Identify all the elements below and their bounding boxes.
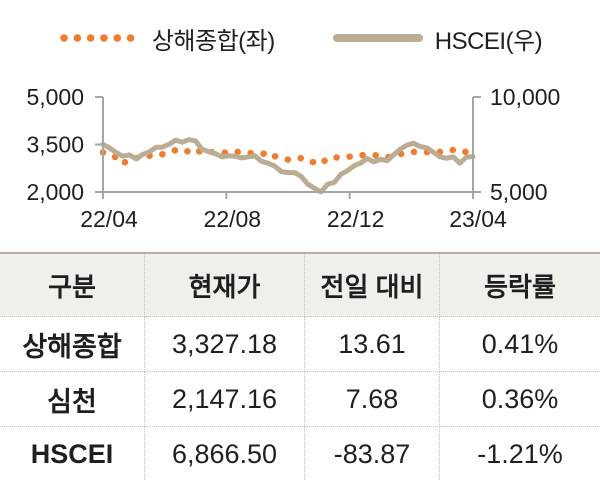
row-0-pct: 0.41% [440, 317, 600, 372]
left-axis-tick: 5,000 [26, 85, 84, 110]
x-axis-tick: 22/12 [327, 206, 385, 232]
legend-label-hscei: HSCEI(우) [434, 27, 543, 55]
row-2-change: -83.87 [305, 427, 440, 480]
table-header-1: 현재가 [145, 254, 305, 317]
row-label-2: HSCEI [0, 427, 145, 480]
x-axis-tick: 22/04 [80, 206, 138, 232]
row-0-price: 3,327.18 [145, 317, 305, 372]
table-header-3: 등락률 [440, 254, 600, 317]
table-header-2: 전일 대비 [305, 254, 440, 317]
chart-legend: 상해종합(좌) HSCEI(우) [0, 16, 600, 60]
left-axis-tick: 2,000 [26, 179, 84, 205]
row-label-0: 상해종합 [0, 317, 145, 372]
row-2-pct: -1.21% [477, 439, 563, 469]
row-label-1: 심천 [0, 372, 145, 427]
x-axis-tick: 22/08 [204, 206, 262, 232]
left-axis-tick: 3,500 [26, 132, 84, 158]
right-axis-tick: 5,000 [490, 179, 548, 205]
x-axis-tick: 23/04 [449, 206, 507, 232]
row-2-price: 6,866.50 [145, 427, 305, 480]
legend-item-shanghai: 상해종합(좌) [58, 21, 275, 56]
table-header-0: 구분 [0, 254, 145, 317]
row-1-pct: 0.36% [440, 372, 600, 427]
chart-axes [95, 96, 481, 199]
dotted-line-swatch-icon [58, 32, 140, 44]
series-hscei-solid [100, 137, 476, 195]
solid-line-swatch-icon [332, 32, 423, 44]
legend-label-shanghai: 상해종합(좌) [151, 27, 275, 55]
row-0-change: 13.61 [305, 317, 440, 372]
row-1-price: 2,147.16 [145, 372, 305, 427]
series-shanghai-dotted [99, 145, 477, 169]
right-axis-tick: 10,000 [490, 85, 560, 110]
legend-item-hscei: HSCEI(우) [332, 21, 543, 56]
dual-axis-line-chart: 5,000 3,500 2,000 10,000 5,000 22/04 22/08 22/1… [26, 85, 560, 232]
row-1-change: 7.68 [305, 372, 440, 427]
